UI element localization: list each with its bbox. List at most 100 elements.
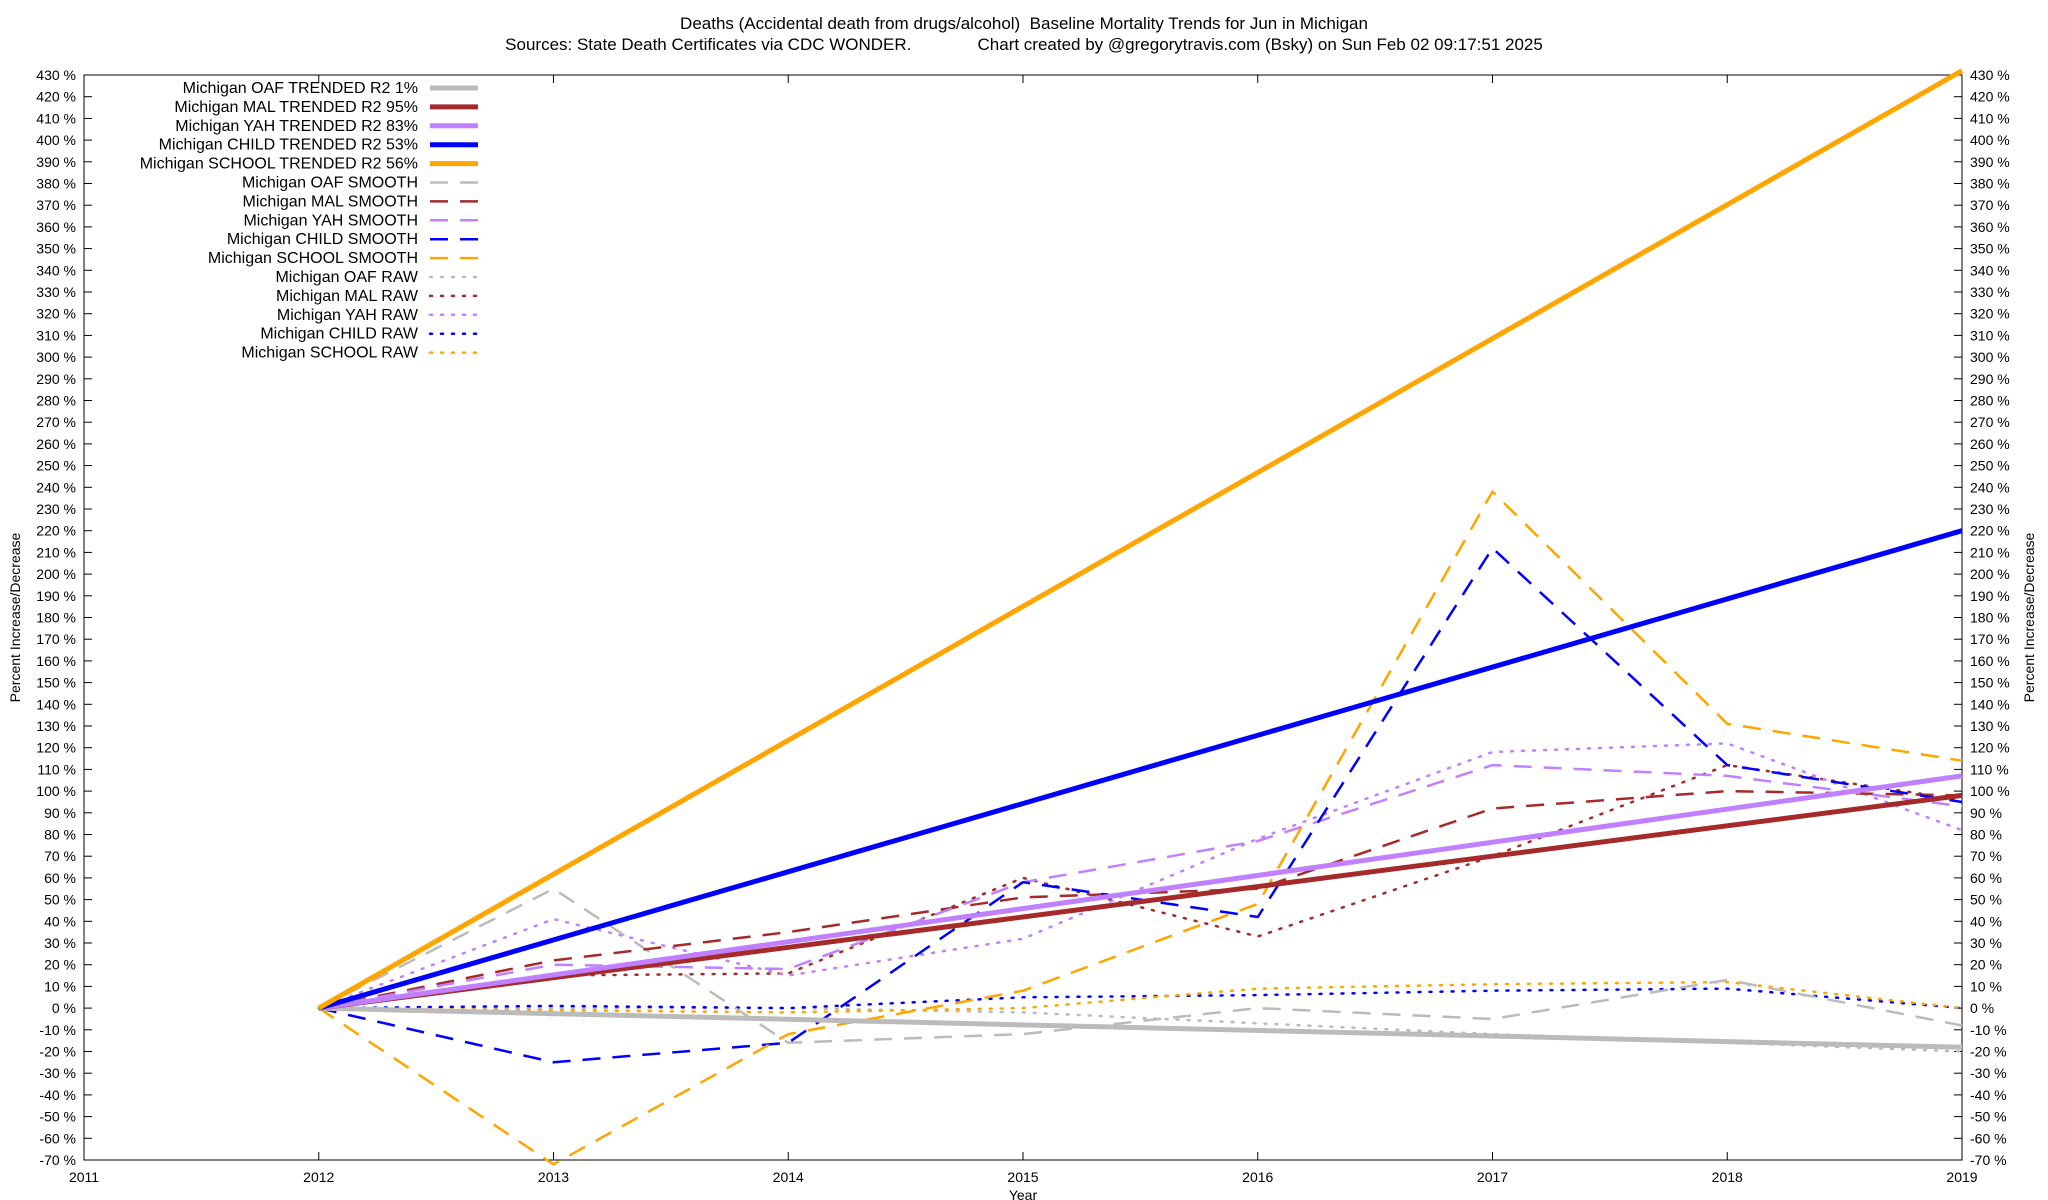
legend-label: Michigan YAH TRENDED R2 83% <box>175 118 418 135</box>
y-tick-label: 170 % <box>36 631 76 647</box>
y-tick-label: 360 % <box>36 219 76 235</box>
y-tick-label: 420 % <box>36 89 76 105</box>
y-tick-label: 370 % <box>36 197 76 213</box>
y2-tick-label: 190 % <box>1970 588 2010 604</box>
legend: Michigan OAF TRENDED R2 1% Michigan MAL T… <box>140 80 480 362</box>
y2-tick-label: 120 % <box>1970 740 2010 756</box>
y2-tick-label: 50 % <box>1970 892 2002 908</box>
series-line-10 <box>317 1006 1964 1053</box>
y2-tick-label: 70 % <box>1970 848 2002 864</box>
y-tick-label: 30 % <box>44 935 76 951</box>
y2-tick-label: 360 % <box>1970 219 2010 235</box>
y2-tick-label: 180 % <box>1970 610 2010 626</box>
y2-tick-label: 20 % <box>1970 957 2002 973</box>
series-line-0 <box>318 1005 1963 1050</box>
y-tick-label: -20 % <box>39 1044 76 1060</box>
y-tick-label: 200 % <box>36 566 76 582</box>
y2-tick-label: 400 % <box>1970 132 2010 148</box>
chart-subtitle: Sources: State Death Certificates via CD… <box>505 35 1543 54</box>
x-tick-label: 2019 <box>1946 1169 1977 1185</box>
y2-tick-label: 230 % <box>1970 501 2010 517</box>
y-tick-label: 50 % <box>44 892 76 908</box>
y2-tick-label: 0 % <box>1970 1000 1994 1016</box>
y2-tick-label: 140 % <box>1970 696 2010 712</box>
y-tick-label: 120 % <box>36 740 76 756</box>
y2-tick-label: 10 % <box>1970 978 2002 994</box>
y2-tick-label: 60 % <box>1970 870 2002 886</box>
series-line-3 <box>318 528 1963 1011</box>
y-tick-label: 140 % <box>36 696 76 712</box>
series-line-6 <box>318 789 1963 1010</box>
y2-tick-label: 390 % <box>1970 154 2010 170</box>
x-tick-label: 2016 <box>1242 1169 1273 1185</box>
series-line-12 <box>317 742 1964 1010</box>
legend-label: Michigan YAH SMOOTH <box>243 212 418 229</box>
y-tick-label: 330 % <box>36 284 76 300</box>
y2-tick-label: 310 % <box>1970 327 2010 343</box>
series-line-2 <box>318 773 1963 1011</box>
y-tick-label: 100 % <box>36 783 76 799</box>
y-tick-label: 300 % <box>36 349 76 365</box>
y-tick-label: 110 % <box>37 761 76 777</box>
legend-label: Michigan OAF SMOOTH <box>242 175 418 192</box>
y-tick-label: 350 % <box>36 241 76 257</box>
series-line-8 <box>318 546 1963 1064</box>
y2-tick-label: 40 % <box>1970 913 2002 929</box>
y2-tick-label: 150 % <box>1970 675 2010 691</box>
y-tick-label: 380 % <box>36 176 76 192</box>
y2-tick-label: 130 % <box>1970 718 2010 734</box>
y-tick-label: 430 % <box>36 67 76 83</box>
legend-label: Michigan OAF RAW <box>275 269 418 286</box>
y2-tick-label: 200 % <box>1970 566 2010 582</box>
y-tick-label: -50 % <box>39 1109 76 1125</box>
y-tick-label: -60 % <box>39 1130 76 1146</box>
y2-tick-label: 110 % <box>1970 761 2009 777</box>
y-tick-label: -10 % <box>39 1022 76 1038</box>
y-tick-label: 0 % <box>52 1000 76 1016</box>
series-line-1 <box>318 792 1963 1011</box>
y-tick-label: 240 % <box>36 479 76 495</box>
y-tick-label: 70 % <box>44 848 76 864</box>
x-tick-label: 2017 <box>1477 1169 1508 1185</box>
y2-tick-label: 80 % <box>1970 827 2002 843</box>
series-layer <box>317 68 1964 1166</box>
y2-tick-label: 430 % <box>1970 67 2010 83</box>
series-line-14 <box>317 980 1964 1014</box>
y-axis-label: Percent Increase/Decrease <box>7 532 23 702</box>
y-tick-label: 250 % <box>36 458 76 474</box>
y2-tick-label: -70 % <box>1970 1152 2007 1168</box>
y2-tick-label: 330 % <box>1970 284 2010 300</box>
series-line-5 <box>318 887 1963 1045</box>
x-tick-label: 2011 <box>69 1169 99 1185</box>
y2-tick-label: 350 % <box>1970 241 2010 257</box>
y2-tick-label: -10 % <box>1970 1022 2007 1038</box>
x-tick-label: 2015 <box>1007 1169 1038 1185</box>
y-tick-label: 180 % <box>36 610 76 626</box>
series-line-4 <box>317 68 1964 1011</box>
y-tick-label: 230 % <box>36 501 76 517</box>
x-tick-label: 2014 <box>773 1169 804 1185</box>
y-tick-label: 290 % <box>36 371 76 387</box>
x-tick-label: 2013 <box>538 1169 569 1185</box>
y2-tick-label: 320 % <box>1970 306 2010 322</box>
y-tick-label: 80 % <box>44 827 76 843</box>
y-tick-label: 320 % <box>36 306 76 322</box>
legend-label: Michigan SCHOOL SMOOTH <box>208 250 418 267</box>
chart-axes: 430 % 430 % 420 % 420 % 410 % 410 % 400 % 400 %… <box>36 67 2009 1185</box>
y-tick-label: 280 % <box>36 393 76 409</box>
legend-label: Michigan CHILD RAW <box>260 326 419 343</box>
series-line-13 <box>317 987 1964 1010</box>
legend-label: Michigan SCHOOL RAW <box>241 345 419 362</box>
legend-label: Michigan CHILD SMOOTH <box>227 231 418 248</box>
y2-tick-label: -40 % <box>1970 1087 2007 1103</box>
y-tick-label: 260 % <box>36 436 76 452</box>
y2-tick-label: 380 % <box>1970 176 2010 192</box>
legend-label: Michigan OAF TRENDED R2 1% <box>183 80 418 97</box>
y2-tick-label: 280 % <box>1970 393 2010 409</box>
y2-tick-label: -30 % <box>1970 1065 2007 1081</box>
series-line-7 <box>318 763 1963 1010</box>
y2-tick-label: -60 % <box>1970 1130 2007 1146</box>
y2-tick-label: 100 % <box>1970 783 2010 799</box>
legend-label: Michigan MAL SMOOTH <box>243 193 418 210</box>
y-tick-label: 340 % <box>36 262 76 278</box>
